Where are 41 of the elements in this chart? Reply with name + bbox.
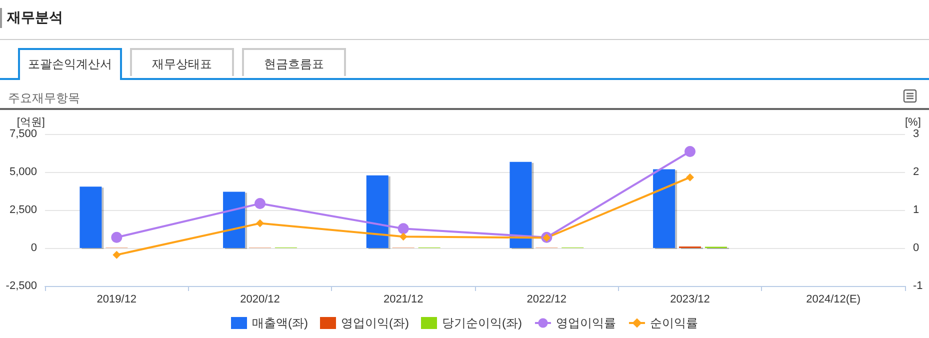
bar — [80, 186, 102, 248]
legend-label: 영업이익(좌) — [341, 316, 410, 330]
bar — [510, 162, 532, 248]
y-tick-label: 7,500 — [9, 128, 37, 140]
chart-subtitle: 주요재무항목 — [8, 90, 80, 107]
point — [686, 173, 694, 182]
point — [112, 250, 121, 259]
y2-tick-label: 0 — [913, 242, 920, 254]
x-tick-label: 2019/12 — [96, 294, 137, 306]
legend-label: 순이익률 — [650, 316, 698, 330]
bar — [223, 192, 246, 248]
legend-label: 당기순이익(좌) — [442, 316, 522, 330]
y-tick-label: 0 — [30, 242, 37, 254]
point — [256, 219, 264, 228]
y-axis-title: [억원] — [16, 116, 45, 128]
bar — [653, 169, 676, 248]
chart-title: 재무분석 — [0, 8, 63, 28]
legend-label: 매출액(좌) — [252, 316, 308, 330]
point — [684, 146, 696, 157]
y-tick-label: 2,500 — [9, 204, 37, 216]
bar — [366, 175, 388, 248]
x-tick-label: 2020/12 — [240, 294, 280, 306]
legend-label: 영업이익률 — [556, 316, 616, 330]
point — [254, 198, 266, 210]
text: 현금흐름표 — [242, 48, 346, 76]
y-tick-label: 5,000 — [9, 166, 37, 178]
y2-axis-title: [%] — [905, 116, 921, 128]
point — [399, 232, 408, 241]
x-tick-label: 2021/12 — [383, 294, 424, 306]
point — [111, 232, 122, 243]
y2-tick-label: 2 — [913, 166, 920, 178]
point — [398, 223, 409, 234]
y2-tick-label: -1 — [913, 280, 923, 292]
text: 포괄손익계산서 — [18, 48, 122, 80]
x-tick-label: 2023/12 — [670, 294, 710, 306]
x-tick-label: 2022/12 — [526, 294, 567, 306]
y2-tick-label: 3 — [913, 128, 920, 140]
text: 재무상태표 — [130, 48, 234, 76]
y2-tick-label: 1 — [913, 204, 920, 216]
x-tick-label: 2024/12(E) — [806, 294, 861, 306]
y-tick-label: -2,500 — [6, 280, 37, 292]
